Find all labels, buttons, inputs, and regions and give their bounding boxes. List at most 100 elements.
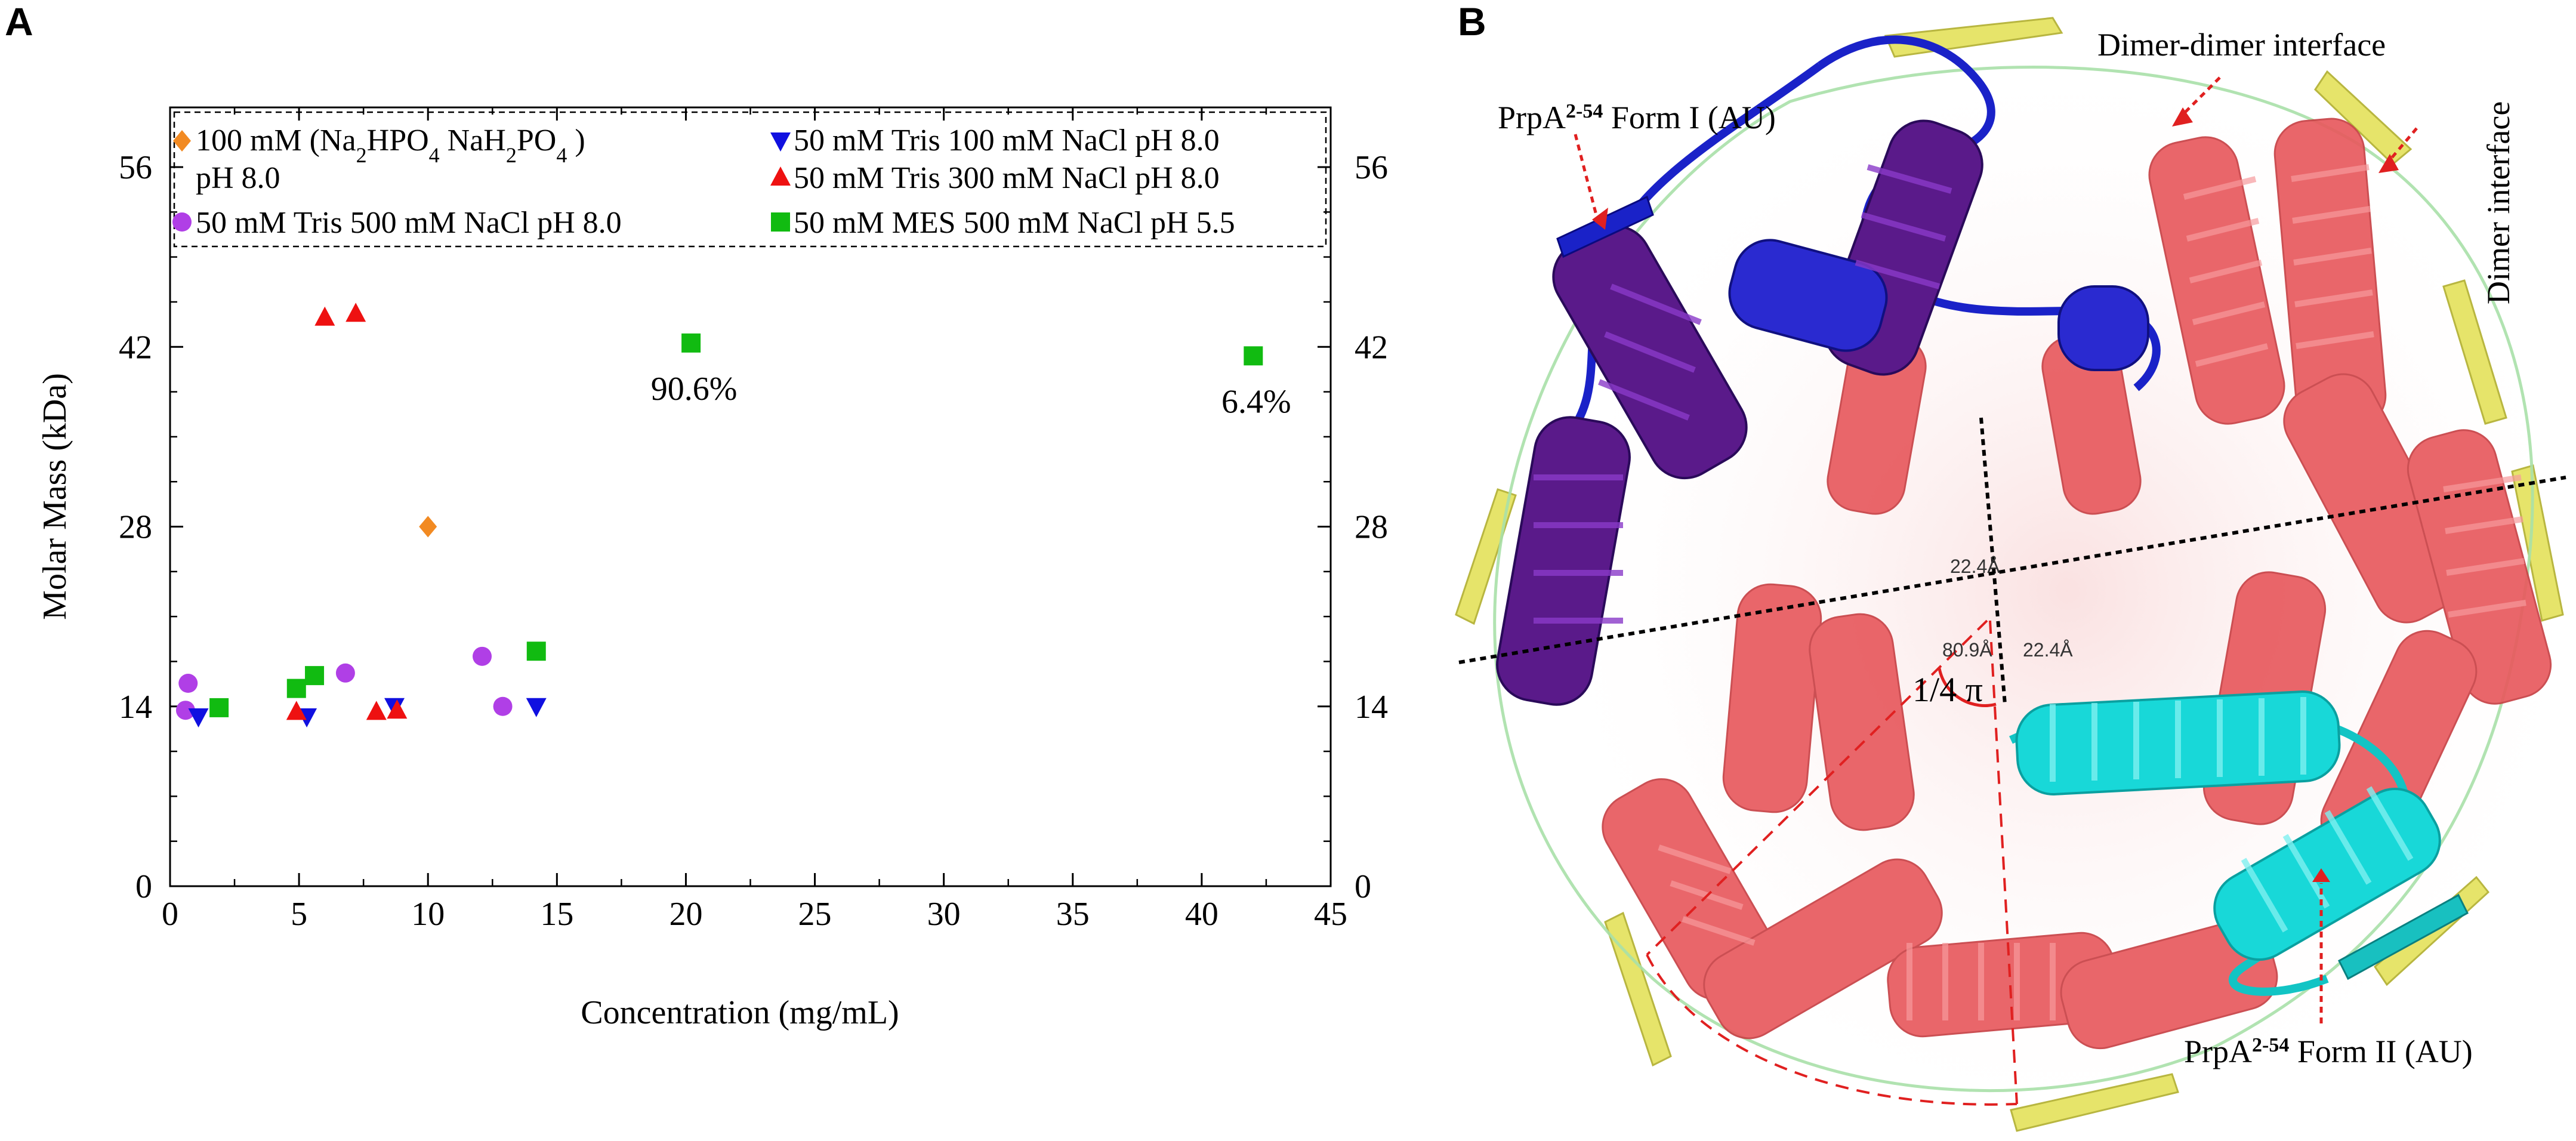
distance-label-3: 22.4Å: [2023, 639, 2073, 661]
legend-marker-tris500: [172, 212, 192, 232]
x-tick-label-0: 0: [162, 896, 178, 933]
arrowhead-form1: [1592, 208, 1608, 230]
strand-bottom: [2010, 1073, 2179, 1132]
legend-symbol-1: [172, 212, 192, 232]
helix-stripes-group-2: [2291, 164, 2374, 349]
form2-strand: [2338, 893, 2469, 980]
data-points: [175, 303, 1263, 727]
panel-a-letter: A: [5, 0, 33, 44]
legend-entry-phosphate: 100 mM (Na2HPO4 NaH2PO4 ) pH 8.0: [173, 124, 585, 195]
y2-tick-label-0: 0: [1355, 868, 1371, 905]
data-point-s4-2: [305, 666, 325, 686]
form2-chain: [2009, 690, 2469, 996]
y-tick-label-56: 56: [119, 149, 152, 186]
data-point-s1-1: [175, 701, 195, 720]
x-tick-label-40: 40: [1185, 896, 1218, 933]
y-tick-label-42: 42: [119, 329, 152, 366]
x-tick-label-10: 10: [411, 896, 445, 933]
helix-stripes-group-5: [1906, 943, 2056, 1020]
form1-helix-b: [1496, 416, 1631, 706]
distance-label-1: 22.4Å: [1950, 556, 2000, 577]
data-annotations: 90.6% 6.4%: [651, 371, 1291, 421]
y-tick-label-14: 14: [119, 689, 152, 726]
legend-entry-tris300: 50 mM Tris 300 mM NaCl pH 8.0: [770, 161, 1220, 195]
helix-stripes: [1658, 164, 2526, 1020]
data-point-s3-3: [366, 701, 387, 720]
data-point-s0-0: [419, 516, 437, 538]
strand-right-top: [2442, 279, 2507, 425]
legend-marker-tris300: [770, 166, 791, 186]
protein-structure-illustration: PrpA2-54 Form I (AU) Dimer-dimer interfa…: [1455, 17, 2576, 1140]
data-point-s4-0: [209, 698, 229, 717]
dashed-arc: [1646, 954, 2017, 1106]
y-tick-label-0: 0: [135, 868, 152, 905]
dotted-axis-horizontal: [1458, 476, 2566, 664]
y2-tick-label-14: 14: [1355, 689, 1388, 726]
x-tick-label-30: 30: [927, 896, 961, 933]
form1-stripes: [1534, 164, 1952, 624]
strand-bottom-left: [1604, 911, 1672, 1067]
legend-label-tris500: 50 mM Tris 500 mM NaCl pH 8.0: [196, 206, 622, 240]
data-point-s1-0: [178, 674, 198, 693]
distance-label-2: 80.9Å: [1942, 639, 1992, 661]
dashed-radius-left: [1646, 619, 1988, 956]
legend-entry-tris500: 50 mM Tris 500 mM NaCl pH 8.0: [172, 206, 622, 240]
label-dimer-interface: Dimer interface: [2481, 101, 2516, 304]
dotted-axis-vertical: [1979, 417, 2007, 705]
legend-entry-tris100: 50 mM Tris 100 mM NaCl pH 8.0: [770, 124, 1220, 158]
y2-tick-label-56: 56: [1355, 149, 1388, 186]
legend-label-mes500: 50 mM MES 500 mM NaCl pH 5.5: [794, 206, 1235, 240]
form1-chain: [1496, 35, 2161, 706]
geometry-overlay: [1458, 417, 2566, 1106]
axis-ticks: [169, 107, 1332, 887]
legend-entry-mes500: 50 mM MES 500 mM NaCl pH 5.5: [771, 206, 1235, 240]
arrow-dimer: [2383, 127, 2418, 168]
legend-marker-tris100: [770, 132, 791, 152]
label-dimer-dimer-interface: Dimer-dimer interface: [2097, 27, 2386, 63]
legend-label-tris100: 50 mM Tris 100 mM NaCl pH 8.0: [794, 124, 1220, 158]
helix-stripes-group-1: [2183, 176, 2269, 367]
label-form2: PrpA2-54 Form II (AU): [2184, 1034, 2473, 1069]
legend-box: [173, 111, 1327, 248]
x-tick-label-45: 45: [1314, 896, 1347, 933]
data-point-s3-4: [387, 699, 408, 719]
x-tick-label-5: 5: [291, 896, 307, 933]
helix-12: [1809, 613, 1915, 831]
legend-marker-mes500: [771, 212, 790, 232]
arrowhead-dimer: [2378, 154, 2399, 173]
arrow-form1: [1574, 134, 1598, 215]
panel-b-letter: B: [1458, 0, 1486, 44]
form2-stripes: [2050, 697, 2414, 933]
data-point-s2-3: [526, 698, 547, 717]
arrowhead-dimer-dimer: [2172, 107, 2193, 127]
legend-label-phosphate-line2: pH 8.0: [196, 161, 280, 195]
data-point-s4-1: [286, 679, 306, 698]
x-tick-label-20: 20: [669, 896, 702, 933]
angle-arc: [1938, 668, 1997, 707]
annotation-0: 90.6%: [651, 371, 738, 408]
legend-label-phosphate: 100 mM (Na2HPO4 NaH2PO4 ): [196, 124, 585, 167]
y-axis-title: Molar Mass (kDa): [36, 373, 73, 620]
annotation-1: 6.4%: [1221, 383, 1291, 420]
data-point-s3-1: [345, 303, 366, 322]
x-axis-title: Concentration (mg/mL): [581, 994, 899, 1031]
arrow-heads: [1592, 107, 2399, 882]
data-point-s4-3: [526, 642, 546, 661]
form2-helix-b: [2213, 788, 2441, 961]
x-tick-label-15: 15: [540, 896, 573, 933]
x-tick-label-25: 25: [798, 896, 832, 933]
legend: 100 mM (Na2HPO4 NaH2PO4 ) pH 8.0 50 mM T…: [172, 111, 1327, 248]
data-point-s3-0: [314, 306, 335, 326]
legend-symbol-2: [770, 132, 791, 152]
legend-symbol-3: [770, 166, 791, 186]
legend-symbol-4: [771, 212, 790, 232]
helix-8: [1703, 858, 1943, 1040]
y2-tick-label-42: 42: [1355, 329, 1388, 366]
helix-11: [1722, 583, 1822, 813]
data-point-s2-0: [188, 708, 209, 727]
arrowhead-form2: [2312, 868, 2330, 882]
legend-marker-phosphate: [173, 130, 191, 152]
label-form1: PrpA2-54 Form I (AU): [1498, 100, 1776, 135]
